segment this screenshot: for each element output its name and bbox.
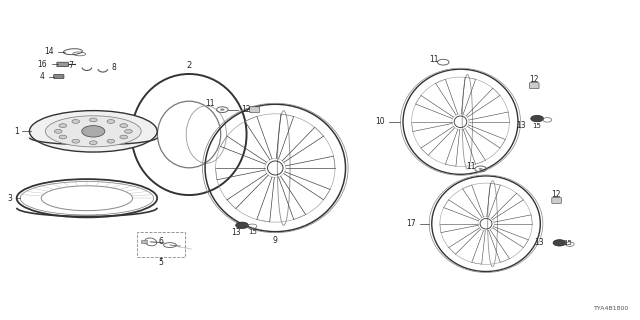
Text: 13: 13 <box>534 238 543 247</box>
Text: 17: 17 <box>406 219 416 228</box>
Circle shape <box>90 141 97 145</box>
Ellipse shape <box>29 111 157 152</box>
Circle shape <box>82 125 105 137</box>
Circle shape <box>220 109 224 111</box>
Text: 15: 15 <box>532 123 541 129</box>
Text: 8: 8 <box>111 63 116 72</box>
Text: 12: 12 <box>552 189 561 199</box>
Circle shape <box>107 139 115 143</box>
Circle shape <box>120 135 127 139</box>
Text: 1: 1 <box>14 127 19 136</box>
Circle shape <box>236 222 248 228</box>
Circle shape <box>553 240 566 246</box>
Text: 12: 12 <box>241 105 251 114</box>
Text: 15: 15 <box>248 229 257 235</box>
Circle shape <box>72 139 79 143</box>
Circle shape <box>479 168 483 170</box>
Ellipse shape <box>45 116 141 147</box>
Circle shape <box>107 120 115 124</box>
Text: TYA4B1800: TYA4B1800 <box>595 306 630 311</box>
Text: 11: 11 <box>205 99 214 108</box>
Text: 2: 2 <box>186 60 192 69</box>
Circle shape <box>531 116 543 122</box>
Text: 7: 7 <box>68 60 74 69</box>
Text: 9: 9 <box>273 236 278 245</box>
FancyBboxPatch shape <box>552 197 561 203</box>
Text: 5: 5 <box>158 259 163 268</box>
Text: 13: 13 <box>516 121 526 130</box>
FancyBboxPatch shape <box>529 83 539 88</box>
Text: 11: 11 <box>429 55 438 64</box>
Circle shape <box>72 120 79 124</box>
Text: 16: 16 <box>38 60 47 69</box>
Text: 13: 13 <box>231 228 241 237</box>
Text: 6: 6 <box>158 237 163 246</box>
FancyBboxPatch shape <box>141 240 147 243</box>
Bar <box>137 232 184 257</box>
Text: 12: 12 <box>529 75 539 84</box>
FancyBboxPatch shape <box>250 107 259 113</box>
Text: 11: 11 <box>467 162 476 171</box>
Circle shape <box>54 129 62 133</box>
Text: 14: 14 <box>44 47 54 56</box>
Text: 10: 10 <box>376 117 385 126</box>
Circle shape <box>59 135 67 139</box>
Circle shape <box>125 129 132 133</box>
Circle shape <box>59 124 67 128</box>
Circle shape <box>120 124 127 128</box>
Text: 4: 4 <box>39 72 44 81</box>
FancyBboxPatch shape <box>54 75 64 78</box>
Text: 15: 15 <box>563 240 572 246</box>
Circle shape <box>90 118 97 122</box>
FancyBboxPatch shape <box>57 62 68 67</box>
Text: 3: 3 <box>7 194 12 203</box>
